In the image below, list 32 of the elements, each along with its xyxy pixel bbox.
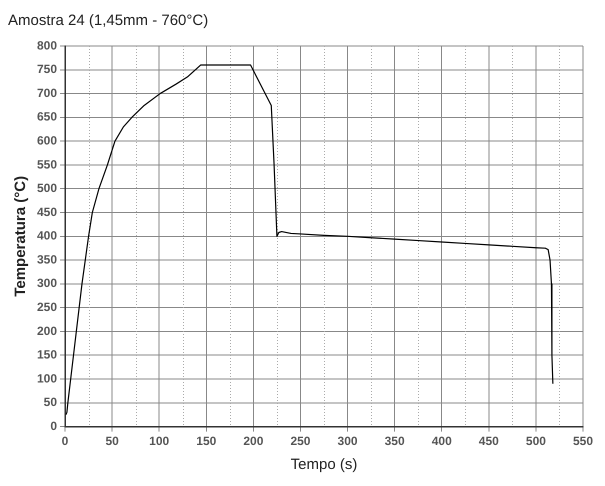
x-tick-label: 100 xyxy=(149,434,170,448)
x-tick-label: 0 xyxy=(62,434,69,448)
y-tick-label: 200 xyxy=(36,324,58,338)
y-tick-label: 400 xyxy=(36,228,58,243)
x-tick-label: 400 xyxy=(432,434,452,448)
x-tick-label: 200 xyxy=(243,434,264,448)
y-tick-label: 250 xyxy=(36,300,58,314)
x-tick-label: 50 xyxy=(105,434,120,448)
y-tick-label: 800 xyxy=(36,38,58,52)
y-axis-title: Temperatura (°C) xyxy=(12,176,30,297)
x-tick-label: 450 xyxy=(478,434,500,448)
y-tick-label: 600 xyxy=(36,133,58,148)
x-tick-label: 300 xyxy=(338,434,358,448)
y-tick-label: 150 xyxy=(36,348,58,362)
y-tick-label: 300 xyxy=(36,276,58,290)
chart-title: Amostra 24 (1,45mm - 760°C) xyxy=(8,12,208,30)
y-tick-label: 750 xyxy=(36,62,58,76)
y-tick-label: 500 xyxy=(36,181,58,196)
y-tick-label: 650 xyxy=(36,110,58,124)
y-tick-label: 550 xyxy=(36,157,58,172)
y-tick-label: 700 xyxy=(36,86,58,100)
y-tick-label: 0 xyxy=(50,418,58,433)
y-tick-label: 50 xyxy=(44,395,58,410)
x-tick-label: 500 xyxy=(526,434,546,448)
y-tick-label: 350 xyxy=(36,252,58,266)
x-tick-label: 250 xyxy=(290,434,311,448)
x-tick-label: 550 xyxy=(572,434,594,448)
x-tick-label: 350 xyxy=(384,434,405,448)
x-tick-label: 150 xyxy=(196,434,217,448)
y-tick-label: 450 xyxy=(36,204,58,219)
y-tick-label: 100 xyxy=(36,371,58,386)
x-axis-title: Tempo (s) xyxy=(290,456,358,474)
